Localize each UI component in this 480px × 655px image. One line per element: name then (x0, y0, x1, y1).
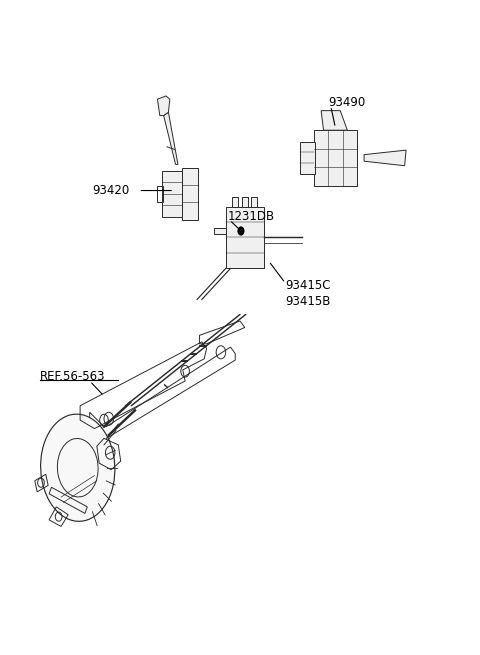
Text: 93415C: 93415C (285, 278, 331, 291)
Polygon shape (214, 228, 226, 234)
Text: 93420: 93420 (92, 184, 129, 197)
Bar (314, 130, 357, 185)
Polygon shape (321, 111, 348, 130)
Text: 93490: 93490 (328, 96, 366, 109)
Bar (232, 196, 238, 206)
Polygon shape (157, 96, 170, 115)
Bar (182, 168, 198, 220)
Bar (226, 206, 264, 269)
Circle shape (238, 227, 244, 235)
Polygon shape (364, 150, 406, 166)
Text: REF.56-563: REF.56-563 (39, 370, 105, 383)
Text: 1231DB: 1231DB (228, 210, 275, 223)
Bar (252, 196, 257, 206)
Text: 93415B: 93415B (285, 295, 331, 308)
Polygon shape (164, 112, 178, 164)
Ellipse shape (41, 414, 115, 521)
Bar (162, 171, 182, 217)
Bar (157, 186, 163, 202)
Bar (242, 196, 248, 206)
Bar (300, 141, 315, 174)
